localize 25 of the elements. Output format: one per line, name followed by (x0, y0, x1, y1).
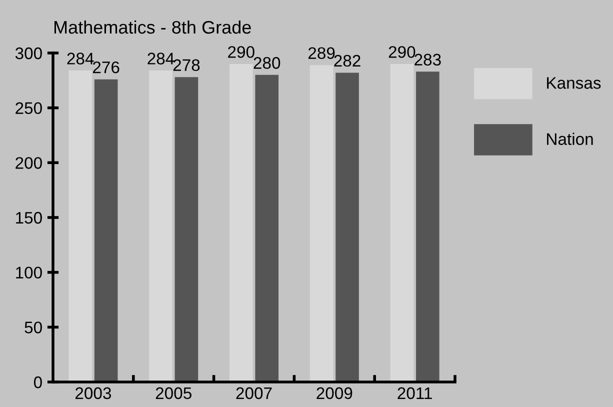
data-label: 290 (388, 46, 416, 58)
legend-label: Nation (547, 132, 593, 145)
y-tick-label: 50 (24, 322, 42, 334)
legend-label: Kansas (547, 77, 601, 89)
data-label: 283 (414, 54, 441, 66)
x-tick-label: 2007 (236, 387, 272, 400)
data-label: 290 (228, 46, 254, 58)
data-label: 278 (173, 59, 200, 72)
x-tick-label: 2003 (76, 387, 112, 400)
data-label: 289 (308, 47, 335, 59)
y-tick-label: 100 (16, 266, 42, 279)
data-label: 284 (67, 52, 94, 64)
y-tick-label: 200 (16, 157, 42, 169)
x-tick-label: 2011 (398, 387, 432, 400)
y-tick-label: 0 (34, 376, 42, 388)
data-label: 284 (148, 52, 174, 64)
y-tick-label: 300 (15, 47, 42, 60)
data-label: 276 (93, 61, 120, 74)
chart-title: Mathematics - 8th Grade (54, 20, 251, 34)
data-label: 280 (254, 57, 280, 69)
y-tick-label: 250 (16, 102, 42, 114)
y-tick-label: 150 (16, 212, 42, 224)
x-tick-label: 2009 (316, 387, 352, 400)
data-label: 282 (334, 54, 360, 67)
x-tick-label: 2005 (156, 387, 192, 400)
